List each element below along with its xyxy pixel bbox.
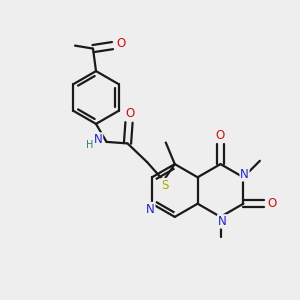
Text: O: O	[126, 107, 135, 121]
Text: O: O	[216, 129, 225, 142]
Text: H: H	[86, 140, 94, 150]
Text: O: O	[268, 197, 277, 210]
Text: N: N	[218, 215, 226, 228]
Text: N: N	[146, 202, 155, 216]
Text: N: N	[94, 133, 103, 146]
Text: S: S	[161, 178, 168, 192]
Text: O: O	[116, 37, 125, 50]
Text: N: N	[240, 168, 249, 181]
